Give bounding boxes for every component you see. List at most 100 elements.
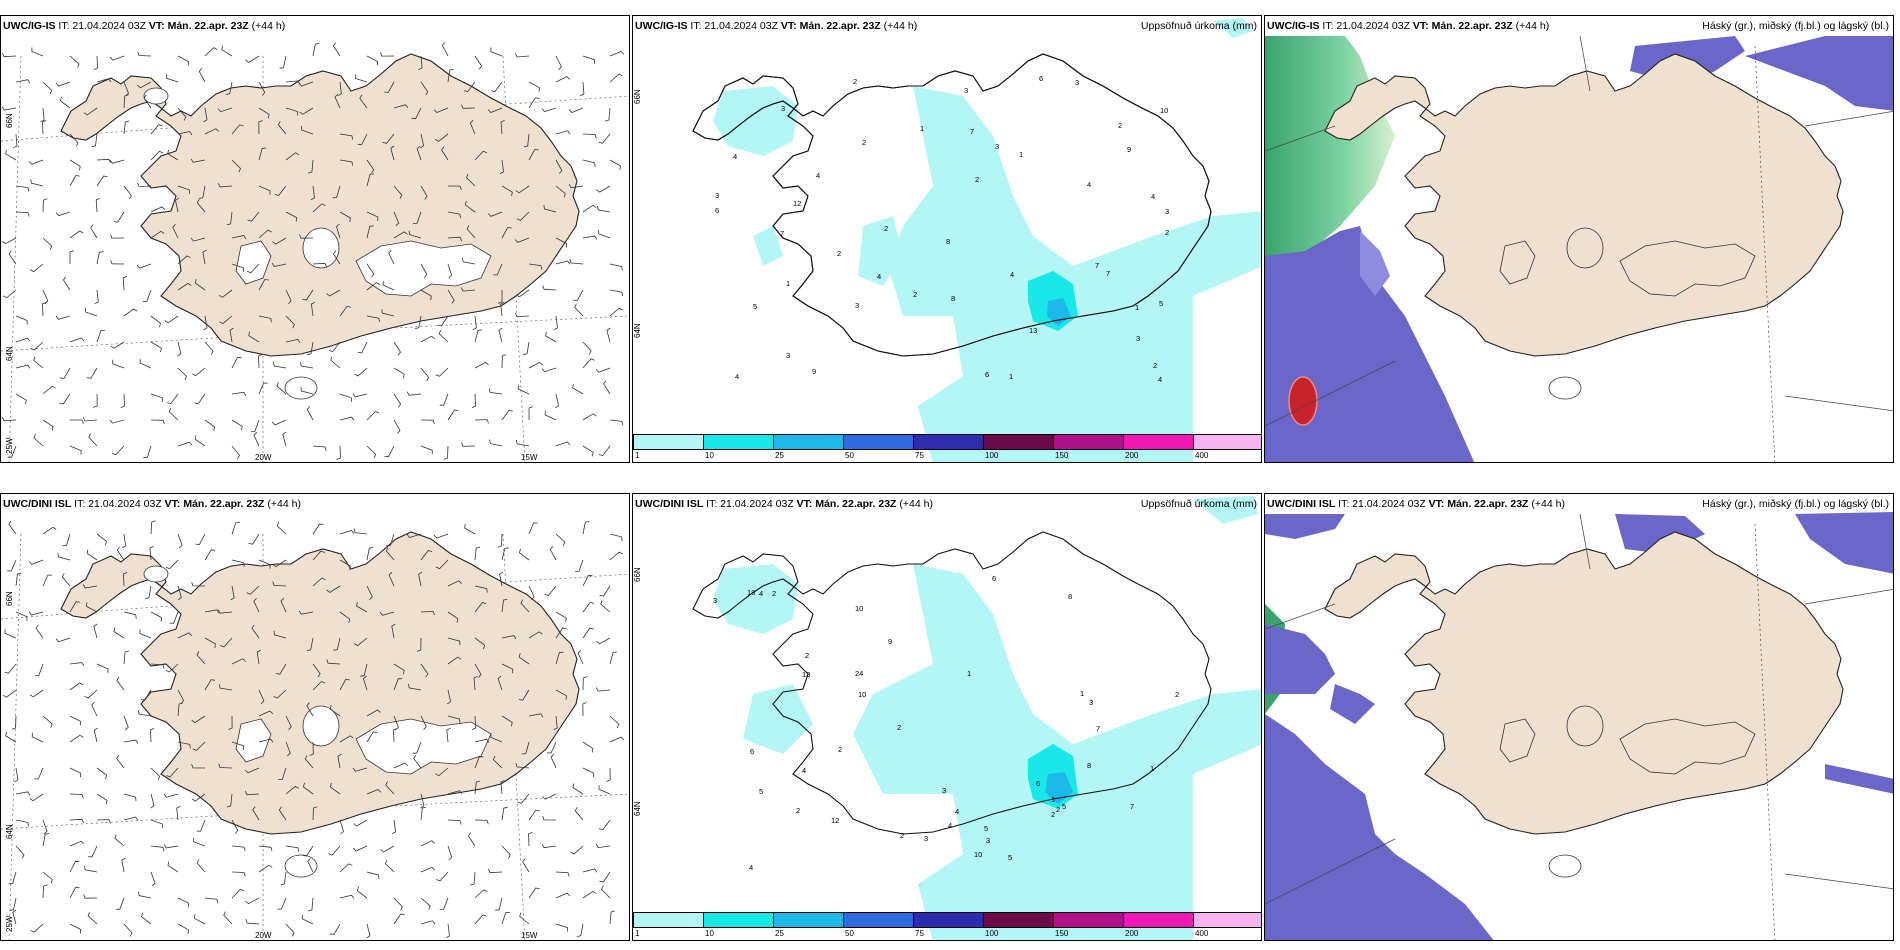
precip-value: 2	[772, 589, 776, 598]
precip-value: 1	[1080, 689, 1084, 698]
precip-value: 1	[920, 124, 924, 133]
precip-value: 8	[946, 237, 950, 246]
map-wind-dini	[1, 520, 629, 940]
colorbar: 1 10 25 50 75 100 150 200 400	[633, 432, 1261, 462]
precip-value: 1	[1019, 150, 1023, 159]
precip-value: 1	[1150, 764, 1154, 773]
precip-value: 4	[733, 152, 737, 161]
precip-value-labels: 2413254612474358232127312341361094731262…	[715, 74, 1169, 384]
precip-value: 2	[884, 224, 888, 233]
precip-value: 3	[942, 786, 946, 795]
precip-value: 2	[1153, 361, 1157, 370]
precip-value: 10	[855, 604, 863, 613]
precip-value: 6	[715, 206, 719, 215]
colorbar-swatch	[1053, 434, 1124, 450]
precip-value: 3	[1089, 698, 1093, 707]
lon-label: 25W	[5, 437, 14, 454]
precip-value: 6	[992, 574, 996, 583]
precip-value: 3	[786, 351, 790, 360]
wind-panel-igis: UWC/IG-IS IT: 21.04.2024 03Z VT: Mán. 22…	[0, 15, 630, 463]
lon-label: 15W	[521, 453, 538, 462]
colorbar-tick: 1	[635, 929, 640, 938]
precip-value: 2	[805, 651, 809, 660]
lat-label: 66N	[633, 567, 642, 582]
precip-value: 13	[1029, 326, 1037, 335]
precip-value: 1	[967, 669, 971, 678]
colorbar-swatch	[703, 434, 774, 450]
precip-value: 18	[747, 588, 755, 597]
colorbar-tick: 50	[845, 929, 854, 938]
panel-title: Háský (gr.), miðský (fj.bl.) og lágský (…	[1702, 498, 1889, 510]
precip-value: 7	[970, 127, 974, 136]
precip-value: 7	[1095, 261, 1099, 270]
precip-value: 6	[1036, 779, 1040, 788]
colorbar-swatch	[1193, 912, 1261, 928]
cloud-panel-dini: UWC/DINI ISL IT: 21.04.2024 03Z VT: Mán.…	[1264, 493, 1894, 941]
precip-value: 12	[831, 816, 839, 825]
colorbar-swatch	[703, 912, 774, 928]
colorbar-swatch	[773, 434, 844, 450]
precip-value: 5	[753, 302, 757, 311]
precip-value: 5	[1159, 299, 1163, 308]
colorbar-tick: 200	[1125, 929, 1139, 938]
precip-value: 4	[1158, 375, 1162, 384]
precip-value: 4	[877, 272, 881, 281]
precip-value: 7	[1096, 724, 1100, 733]
colorbar-swatch	[843, 434, 914, 450]
precip-value: 2	[975, 175, 979, 184]
precip-value: 3	[715, 191, 719, 200]
wind-panel-dini: UWC/DINI ISL IT: 21.04.2024 03Z VT: Mán.…	[0, 493, 630, 941]
precip-panel-dini: 2 4 1 3 2 5 4 6 1 2 4 7 3 5 8 3 1 2 1 3 2 7 13 10 5 12 6 10 10 24 18 6 8…	[632, 493, 1262, 941]
colorbar-tick: 1	[635, 451, 640, 460]
map-cloud-dini	[1265, 512, 1893, 940]
precip-value: 7	[1106, 269, 1110, 278]
panel-title: Uppsöfnuð úrkoma (mm)	[1140, 20, 1257, 32]
precip-value: 4	[816, 171, 820, 180]
precip-value: 13	[802, 670, 810, 679]
precip-value: 4	[735, 372, 739, 381]
lat-label: 64N	[633, 801, 642, 816]
precip-value: 12	[793, 199, 801, 208]
panel-header: UWC/DINI ISL IT: 21.04.2024 03Z VT: Mán.…	[3, 498, 301, 510]
precip-value: 3	[1136, 334, 1140, 343]
lon-label: 20W	[255, 453, 272, 462]
lon-label: 20W	[255, 931, 272, 940]
colorbar-tick: 200	[1125, 451, 1139, 460]
precip-value: 7	[780, 229, 784, 238]
colorbar-tick: 400	[1195, 451, 1209, 460]
precip-value: 5	[1008, 853, 1012, 862]
precip-value: 4	[1010, 270, 1014, 279]
precip-value: 4	[802, 766, 806, 775]
colorbar-tick: 25	[775, 451, 784, 460]
colorbar-tick: 100	[985, 451, 999, 460]
precip-value: 2	[897, 723, 901, 732]
precip-value: 6	[985, 370, 989, 379]
precip-value: 1	[1135, 303, 1139, 312]
colorbar-tick: 75	[915, 929, 924, 938]
precip-value: 3	[924, 834, 928, 843]
colorbar-swatch	[843, 912, 914, 928]
colorbar-swatch	[1053, 912, 1124, 928]
precip-value: 5	[984, 824, 988, 833]
colorbar-tick: 10	[705, 451, 714, 460]
precip-value: 3	[964, 86, 968, 95]
panel-header: UWC/DINI ISL IT: 21.04.2024 03Z VT: Mán.…	[1267, 498, 1565, 510]
precip-value: 6	[750, 747, 754, 756]
lat-label: 66N	[5, 113, 14, 128]
precip-value: 3	[995, 142, 999, 151]
colorbar-tick: 100	[985, 929, 999, 938]
precip-value: 2	[913, 290, 917, 299]
precip-value: 4	[1151, 192, 1155, 201]
precip-value: 6	[1039, 74, 1043, 83]
colorbar: 1 10 25 50 75 100 150 200 400	[633, 910, 1261, 940]
lon-label: 15W	[521, 931, 538, 940]
precip-value-labels: 2413254612473583121327131051261010241868…	[713, 574, 1179, 872]
map-precip-dini: 2413254612473583121327131051261010241868…	[633, 496, 1261, 940]
precip-value: 2	[1118, 121, 1122, 130]
colorbar-tick: 150	[1055, 929, 1069, 938]
precip-value: 1	[1009, 372, 1013, 381]
precip-value: 3	[986, 836, 990, 845]
precip-value: 3	[1165, 207, 1169, 216]
cloud-panel-igis: UWC/IG-IS IT: 21.04.2024 03Z VT: Mán. 22…	[1264, 15, 1894, 463]
colorbar-swatch	[983, 434, 1054, 450]
